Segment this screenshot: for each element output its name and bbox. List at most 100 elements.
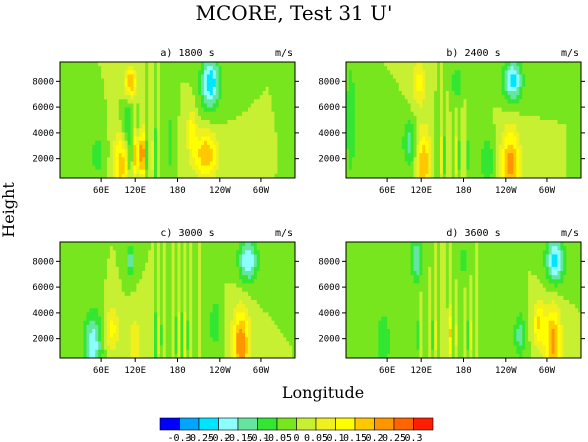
- contour-cell: [78, 166, 81, 171]
- contour-cell: [266, 79, 269, 84]
- contour-cell: [216, 161, 219, 166]
- contour-cell: [230, 108, 233, 113]
- contour-cell: [198, 87, 201, 92]
- contour-cell: [222, 157, 225, 162]
- contour-cell: [263, 91, 266, 96]
- contour-cell: [555, 112, 558, 117]
- contour-cell: [236, 95, 239, 100]
- contour-cell: [393, 95, 396, 100]
- contour-cell: [257, 132, 260, 137]
- contour-cell: [257, 124, 260, 129]
- contour-cell: [443, 161, 446, 166]
- contour-cell: [274, 79, 277, 84]
- contour-cell: [272, 137, 275, 142]
- contour-cell: [178, 116, 181, 121]
- contour-cell: [95, 120, 98, 125]
- contour-cell: [443, 157, 446, 162]
- contour-cell: [230, 124, 233, 129]
- contour-cell: [98, 70, 101, 75]
- contour-cell: [78, 74, 81, 79]
- contour-cell: [361, 120, 364, 125]
- contour-cell: [81, 312, 84, 317]
- contour-cell: [434, 132, 437, 137]
- contour-cell: [431, 124, 434, 129]
- contour-cell: [525, 141, 528, 146]
- contour-cell: [92, 87, 95, 92]
- contour-cell: [86, 350, 89, 355]
- contour-cell: [378, 124, 381, 129]
- contour-cell: [540, 166, 543, 171]
- contour-cell: [372, 132, 375, 137]
- contour-cell: [142, 128, 145, 133]
- contour-cell: [72, 296, 75, 301]
- contour-cell: [254, 83, 257, 88]
- contour-cell: [425, 137, 428, 142]
- contour-cell: [478, 153, 481, 158]
- contour-cell: [490, 62, 493, 67]
- contour-cell: [364, 124, 367, 129]
- contour-cell: [128, 79, 131, 84]
- contour-cell: [537, 99, 540, 104]
- contour-cell: [142, 170, 145, 175]
- contour-cell: [446, 79, 449, 84]
- contour-cell: [175, 99, 178, 104]
- contour-cell: [201, 83, 204, 88]
- contour-cell: [216, 132, 219, 137]
- contour-cell: [405, 108, 408, 113]
- contour-cell: [201, 166, 204, 171]
- contour-cell: [367, 157, 370, 162]
- contour-cell: [425, 124, 428, 129]
- contour-cell: [78, 116, 81, 121]
- contour-cell: [411, 153, 414, 158]
- contour-cell: [113, 79, 116, 84]
- contour-cell: [257, 137, 260, 142]
- contour-cell: [219, 116, 222, 121]
- contour-cell: [251, 74, 254, 79]
- contour-cell: [414, 99, 417, 104]
- contour-cell: [537, 120, 540, 125]
- contour-cell: [490, 141, 493, 146]
- contour-cell: [122, 128, 125, 133]
- contour-cell: [419, 62, 422, 67]
- contour-cell: [222, 132, 225, 137]
- contour-cell: [558, 87, 561, 92]
- contour-cell: [490, 124, 493, 129]
- contour-cell: [537, 70, 540, 75]
- contour-cell: [230, 137, 233, 142]
- contour-cell: [92, 83, 95, 88]
- contour-cell: [511, 166, 514, 171]
- contour-cell: [248, 120, 251, 125]
- contour-cell: [98, 250, 101, 255]
- contour-cell: [242, 149, 245, 154]
- contour-cell: [358, 153, 361, 158]
- contour-cell: [192, 87, 195, 92]
- contour-cell: [157, 108, 160, 113]
- contour-cell: [522, 116, 525, 121]
- contour-cell: [163, 83, 166, 88]
- contour-cell: [136, 128, 139, 133]
- contour-cell: [263, 170, 266, 175]
- contour-cell: [349, 132, 352, 137]
- contour-cell: [349, 153, 352, 158]
- contour-cell: [157, 145, 160, 150]
- contour-cell: [396, 124, 399, 129]
- contour-cell: [443, 91, 446, 96]
- contour-cell: [558, 161, 561, 166]
- contour-cell: [89, 132, 92, 137]
- contour-cell: [119, 132, 122, 137]
- contour-cell: [66, 170, 69, 175]
- contour-cell: [528, 161, 531, 166]
- contour-cell: [569, 74, 572, 79]
- contour-cell: [69, 350, 72, 355]
- contour-cell: [563, 108, 566, 113]
- contour-cell: [543, 149, 546, 154]
- contour-cell: [183, 116, 186, 121]
- contour-cell: [113, 116, 116, 121]
- contour-cell: [555, 91, 558, 96]
- contour-cell: [390, 124, 393, 129]
- contour-cell: [452, 99, 455, 104]
- contour-cell: [289, 157, 292, 162]
- contour-cell: [522, 74, 525, 79]
- contour-cell: [549, 112, 552, 117]
- contour-cell: [496, 103, 499, 108]
